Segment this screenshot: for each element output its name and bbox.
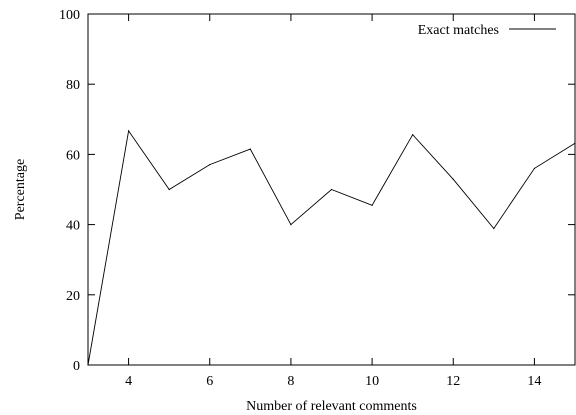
x-axis-title: Number of relevant comments	[246, 399, 417, 414]
data-point	[168, 188, 170, 191]
data-point	[452, 178, 454, 180]
x-tick-label: 14	[527, 374, 541, 389]
data-point	[290, 224, 292, 226]
data-point	[412, 134, 414, 136]
data-point	[330, 188, 333, 191]
data-point	[127, 130, 130, 132]
series-line-0	[87, 129, 576, 366]
x-tick-label: 4	[125, 374, 132, 389]
y-tick-label: 100	[59, 8, 80, 23]
legend: Exact matches	[418, 23, 556, 38]
x-tick-labels: 4 6 8 10 12 14	[125, 374, 541, 389]
x-tick-label: 10	[365, 374, 379, 389]
y-tick-labels: 0 20 40 60 80 100	[59, 8, 80, 374]
data-point	[209, 163, 211, 166]
data-point	[371, 204, 373, 206]
plot-frame	[87, 13, 576, 366]
data-point	[249, 148, 251, 150]
data-point	[533, 167, 536, 170]
legend-label: Exact matches	[418, 23, 499, 38]
y-tick-label: 40	[66, 219, 80, 234]
y-tick-label: 60	[66, 148, 80, 163]
series-layer	[87, 129, 576, 366]
y-tick-label: 0	[73, 359, 80, 374]
y-axis-title: Percentage	[13, 159, 28, 220]
x-tick-label: 6	[206, 374, 213, 389]
y-tick-label: 80	[66, 78, 80, 93]
data-point	[493, 227, 495, 230]
x-tick-label: 8	[287, 374, 294, 389]
x-tick-label: 12	[446, 374, 460, 389]
y-tick-label: 20	[66, 289, 80, 304]
